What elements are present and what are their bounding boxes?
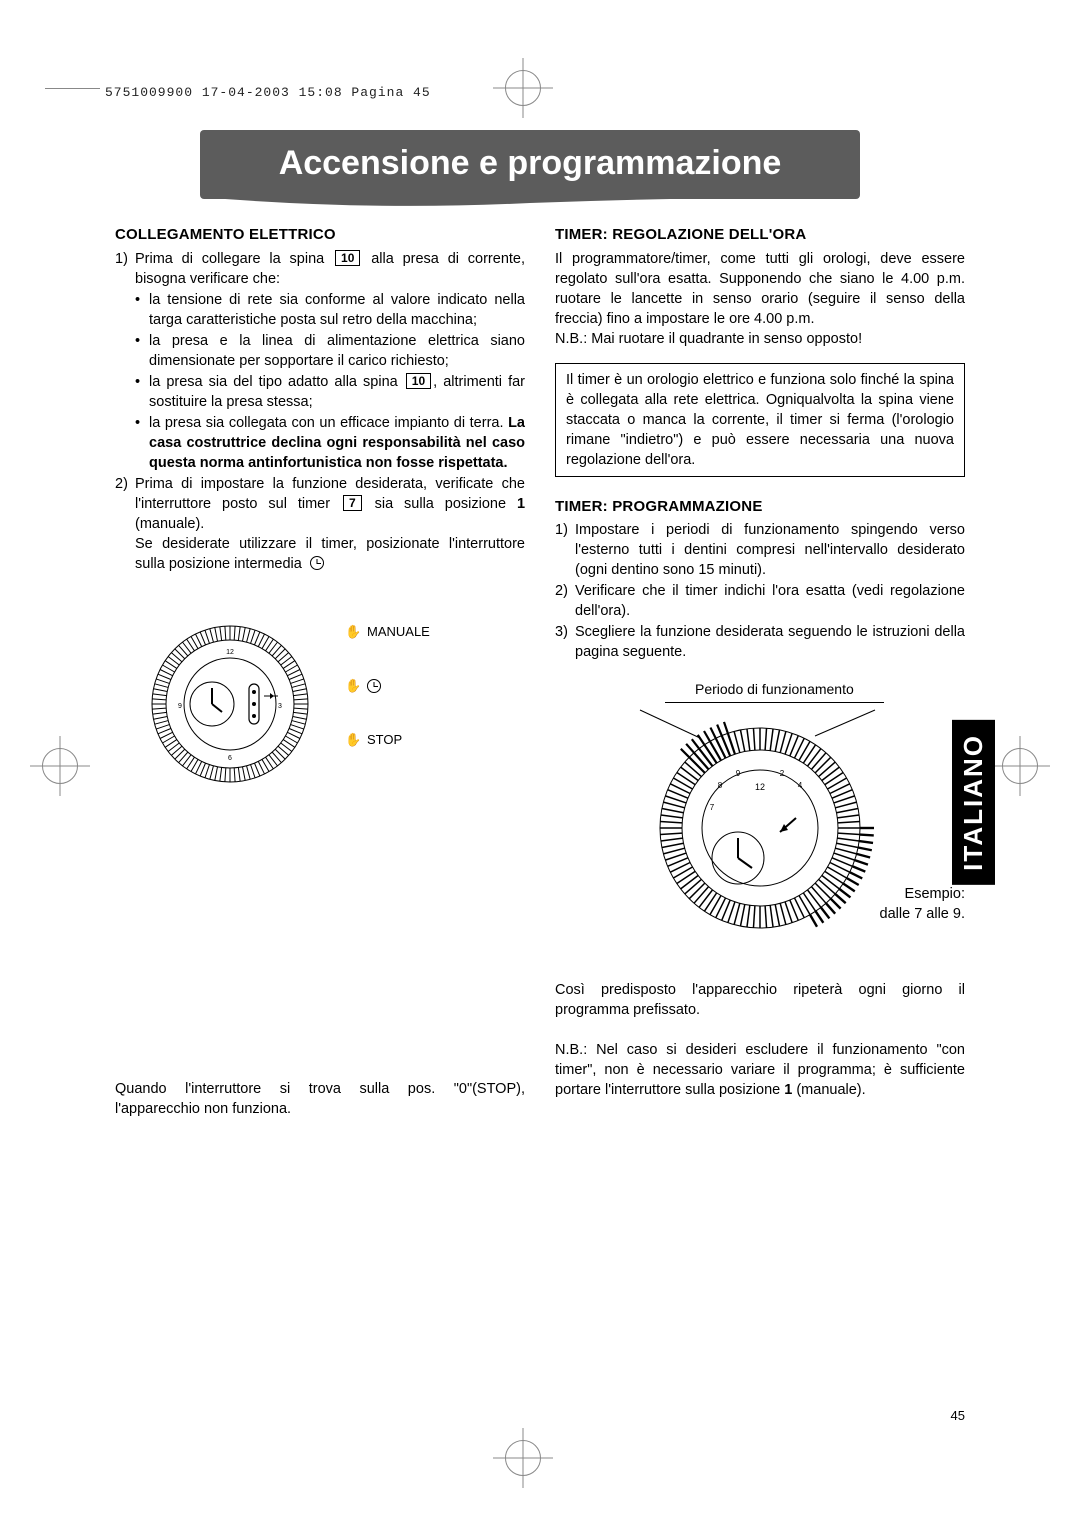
bullet-item: • la presa sia collegata con un efficace…: [135, 413, 525, 473]
timer-switch-diagram: 12 3 6 9: [115, 614, 525, 844]
text: MANUALE: [367, 623, 430, 641]
clock-icon: [367, 679, 381, 693]
framed-note: Il timer è un orologio elettrico e funzi…: [555, 363, 965, 477]
text: la presa sia del tipo adatto alla spina …: [149, 372, 525, 412]
switch-label-stop: ✋ STOP: [345, 728, 430, 752]
svg-text:8: 8: [718, 781, 723, 790]
text: la presa sia collegata con un efficace i…: [149, 415, 508, 431]
numbered-list: 1) Prima di collegare la spina 10 alla p…: [115, 249, 525, 289]
svg-text:12: 12: [755, 782, 765, 792]
text: Scegliere la funzione desiderata seguend…: [575, 622, 965, 662]
banner-title: Accensione e programmazione: [200, 130, 860, 199]
text: N.B.: Nel caso si desideri escludere il …: [555, 1042, 965, 1098]
register-mark: [1002, 748, 1038, 784]
bullet-item: • la presa sia del tipo adatto alla spin…: [135, 372, 525, 412]
clock-icon: [310, 556, 324, 570]
text: Se desiderate utilizzare il timer, posiz…: [135, 536, 525, 572]
heading-collegamento: COLLEGAMENTO ELETTRICO: [115, 225, 525, 246]
svg-text:4: 4: [798, 781, 803, 790]
list-item: 1)Impostare i periodi di funzionamento s…: [555, 520, 965, 580]
switch-label-timer: ✋: [345, 674, 430, 698]
print-header: 5751009900 17-04-2003 15:08 Pagina 45: [105, 85, 431, 100]
item-number: 1): [115, 249, 135, 289]
item-number: 2): [115, 474, 135, 574]
svg-text:12: 12: [226, 649, 234, 656]
switch-labels: ✋ MANUALE ✋ ✋ STOP: [345, 620, 430, 782]
text: la presa e la linea di alimentazione ele…: [149, 331, 525, 371]
content-columns: COLLEGAMENTO ELETTRICO 1) Prima di colle…: [115, 225, 965, 1119]
timer-dial-svg: 12 3 6 9: [125, 604, 335, 804]
text: Esempio:: [905, 886, 965, 902]
item-text: Prima di impostare la funzione desiderat…: [135, 474, 525, 574]
list-item: 2) Prima di impostare la funzione deside…: [115, 474, 525, 574]
text: (manuale).: [792, 1082, 865, 1098]
figure-caption-right: Esempio: dalle 7 alle 9.: [880, 885, 965, 924]
banner-shadow: [200, 197, 860, 211]
crop-mark: [45, 88, 100, 89]
item-text: Prima di collegare la spina 10 alla pres…: [135, 249, 525, 289]
page-banner: Accensione e programmazione: [200, 130, 860, 211]
page-number: 45: [951, 1408, 965, 1423]
list-item: 2)Verificare che il timer indichi l'ora …: [555, 581, 965, 621]
hand-icon: ✋: [345, 731, 361, 749]
ref-box: 7: [343, 495, 362, 511]
text-bold: 1: [517, 496, 525, 512]
bullet-item: •la tensione di rete sia conforme al val…: [135, 290, 525, 330]
bullet-list: •la tensione di rete sia conforme al val…: [115, 290, 525, 473]
svg-text:7: 7: [710, 803, 715, 812]
ref-box: 10: [335, 250, 360, 266]
text: Impostare i periodi di funzionamento spi…: [575, 520, 965, 580]
text: STOP: [367, 731, 402, 749]
text: Prima di collegare la spina: [135, 251, 324, 267]
hand-icon: ✋: [345, 677, 361, 695]
svg-text:9: 9: [736, 769, 741, 778]
numbered-list: 2) Prima di impostare la funzione deside…: [115, 474, 525, 574]
list-item: 3)Scegliere la funzione desiderata segue…: [555, 622, 965, 662]
switch-label-manual: ✋ MANUALE: [345, 620, 430, 644]
svg-text:2: 2: [780, 769, 785, 778]
text: la presa sia del tipo adatto alla spina: [149, 374, 398, 390]
register-mark: [42, 748, 78, 784]
bullet-item: •la presa e la linea di alimentazione el…: [135, 331, 525, 371]
list-item: 1) Prima di collegare la spina 10 alla p…: [115, 249, 525, 289]
left-column: COLLEGAMENTO ELETTRICO 1) Prima di colle…: [115, 225, 525, 1119]
text: Verificare che il timer indichi l'ora es…: [575, 581, 965, 621]
svg-text:9: 9: [178, 703, 182, 710]
register-mark: [505, 70, 541, 106]
text: (manuale).: [135, 516, 204, 532]
ref-box: 10: [406, 373, 431, 389]
closing-paragraph: Così predisposto l'apparecchio ripeterà …: [555, 980, 965, 1020]
stop-note: Quando l'interruttore si trova sulla pos…: [115, 1079, 525, 1119]
text: dalle 7 alle 9.: [880, 906, 965, 922]
text: la presa sia collegata con un efficace i…: [149, 413, 525, 473]
svg-text:3: 3: [278, 703, 282, 710]
register-mark: [505, 1440, 541, 1476]
heading-timer-regolazione: TIMER: REGOLAZIONE DELL'ORA: [555, 225, 965, 246]
text: sia sulla posizione: [375, 496, 517, 512]
hand-icon: ✋: [345, 623, 361, 641]
heading-timer-programmazione: TIMER: PROGRAMMAZIONE: [555, 497, 965, 518]
text: la tensione di rete sia conforme al valo…: [149, 290, 525, 330]
timer-program-svg: 12 9 8 7 4 2: [615, 698, 905, 958]
closing-paragraph: N.B.: Nel caso si desideri escludere il …: [555, 1040, 965, 1100]
svg-text:6: 6: [228, 755, 232, 762]
numbered-list: 1)Impostare i periodi di funzionamento s…: [555, 520, 965, 662]
timer-figure: Periodo di funzionamento 12 9 8 7 4 2: [555, 680, 965, 960]
paragraph: Il programmatore/timer, come tutti gli o…: [555, 249, 965, 329]
right-column: TIMER: REGOLAZIONE DELL'ORA Il programma…: [555, 225, 965, 1119]
paragraph: N.B.: Mai ruotare il quadrante in senso …: [555, 329, 965, 349]
